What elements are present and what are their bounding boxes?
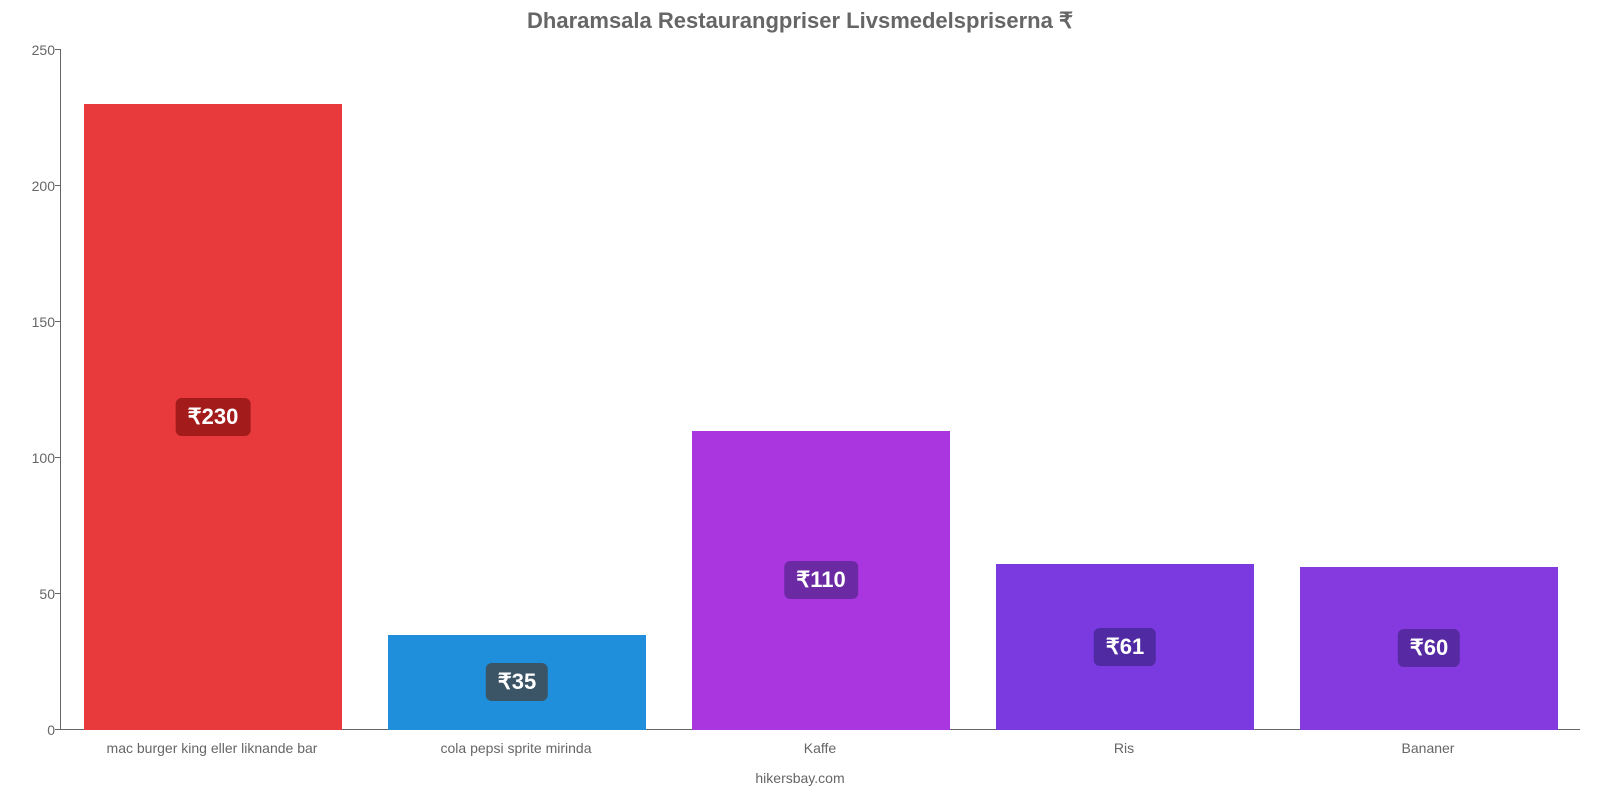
x-category-label: mac burger king eller liknande bar [107, 740, 318, 756]
x-category-label: Kaffe [804, 740, 836, 756]
y-tick-mark [55, 49, 61, 50]
x-category-label: cola pepsi sprite mirinda [441, 740, 592, 756]
bar-value-label: ₹35 [486, 663, 548, 701]
y-tick-label: 150 [11, 314, 55, 330]
x-category-label: Bananer [1402, 740, 1455, 756]
x-category-label: Ris [1114, 740, 1134, 756]
y-tick-mark [55, 321, 61, 322]
y-tick-label: 100 [11, 450, 55, 466]
y-tick-mark [55, 729, 61, 730]
y-tick-label: 200 [11, 178, 55, 194]
bar-value-label: ₹61 [1094, 628, 1156, 666]
price-bar-chart: Dharamsala Restaurangpriser Livsmedelspr… [0, 0, 1600, 800]
bar-value-label: ₹60 [1398, 629, 1460, 667]
bar-value-label: ₹230 [176, 398, 251, 436]
chart-credit: hikersbay.com [0, 770, 1600, 786]
y-tick-mark [55, 593, 61, 594]
chart-title: Dharamsala Restaurangpriser Livsmedelspr… [0, 8, 1600, 34]
y-tick-mark [55, 185, 61, 186]
y-tick-mark [55, 457, 61, 458]
y-tick-label: 50 [11, 586, 55, 602]
y-tick-label: 250 [11, 42, 55, 58]
y-tick-label: 0 [11, 722, 55, 738]
plot-area: 050100150200250₹230₹35₹110₹61₹60 [60, 50, 1580, 730]
bar-value-label: ₹110 [784, 561, 858, 599]
